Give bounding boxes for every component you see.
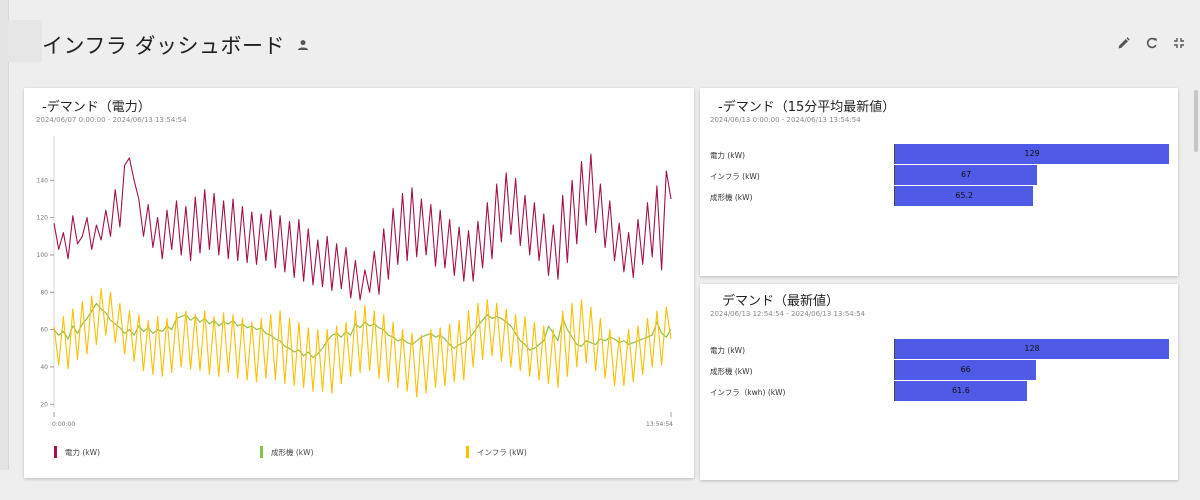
series-line-2[interactable] [53,288,672,398]
left-strip [0,0,9,470]
bar-label: 電力 (kW) [710,151,745,160]
bar-card-15min-title: -デマンド（15分平均最新値） [718,100,896,115]
person-icon[interactable] [297,39,309,51]
y-tick-label: 120 [37,215,49,222]
bar-value: 66 [960,365,971,374]
bar-fill [895,165,1038,185]
legend-swatch-infra [466,446,469,458]
legend-swatch-molding [260,446,263,458]
legend-label-power: 電力 (kW) [65,447,100,457]
y-tick-label: 60 [40,327,48,334]
legend-item-power[interactable]: 電力 (kW) [54,446,100,458]
bar-value: 67 [961,170,972,179]
bar-track: 128 [894,339,1171,359]
y-tick-label: 100 [37,252,49,259]
line-chart-range: 2024/06/07 0:00:00 - 2024/06/13 13:54:54 [36,116,187,124]
bar-value: 65.2 [955,191,974,200]
bar-track: 61.6 [894,381,1171,401]
bar-card-15min: -デマンド（15分平均最新値） 2024/06/13 0:00:00 - 202… [700,88,1178,276]
bar-track: 67 [894,165,1171,185]
pencil-icon [1118,36,1130,48]
dashboard-header: インフラ ダッシュボード [42,28,309,62]
bar-row: 成形機 (kW) 65.2 [700,186,1178,208]
bar-label: 電力 (kW) [710,346,745,355]
y-tick-label: 140 [37,177,49,184]
bar-label: インフラ (kW) [710,172,760,181]
exit-fullscreen-button[interactable] [1172,36,1186,50]
bar-card-latest-title: デマンド（最新値） [722,294,840,309]
x-tick-label: 13:54:54 [646,421,673,428]
bar-fill [895,144,1169,164]
bar-label: 成形機 (kW) [710,193,753,202]
series-line-0[interactable] [53,153,672,301]
title-box [8,20,42,62]
page-title: インフラ ダッシュボード [42,34,286,58]
bar-card-latest: デマンド（最新値） 2024/06/13 12:54:54 - 2024/06/… [700,284,1178,480]
line-chart-card: -デマンド（電力） 2024/06/07 0:00:00 - 2024/06/1… [24,88,694,478]
bar-fill [895,360,1037,380]
y-tick-label: 80 [40,289,48,296]
bar-track: 129 [894,144,1171,164]
refresh-button[interactable] [1144,36,1158,50]
bar-row: 成形機 (kW) 66 [700,360,1178,382]
bar-fill [895,381,1027,401]
legend-item-infra[interactable]: インフラ (kW) [466,446,527,458]
line-chart-title: -デマンド（電力） [42,100,151,115]
bar-fill [895,186,1034,206]
bar-label: インフラ（kwh) (kW) [710,388,786,397]
scrollbar[interactable] [1194,90,1198,152]
bar-value: 129 [1024,149,1040,158]
exit-fullscreen-icon [1174,38,1184,48]
legend-label-infra: インフラ (kW) [477,447,527,457]
bar-row: 電力 (kW) 129 [700,144,1178,166]
bar-value: 128 [1024,344,1040,353]
bar-track: 65.2 [894,186,1171,206]
bar-row: インフラ (kW) 67 [700,165,1178,187]
edit-button[interactable] [1116,36,1130,50]
toolbar [1116,36,1186,50]
refresh-icon [1146,37,1157,48]
y-tick-label: 40 [40,364,48,371]
legend-label-molding: 成形機 (kW) [271,447,314,457]
demand-line-chart: 20 40 60 80 100 120 140 0:00:00 13:54:54 [37,136,673,428]
legend-swatch-power [54,446,57,458]
bar-value: 61.6 [952,386,970,395]
bar-track: 66 [894,360,1171,380]
bar-fill [895,339,1169,359]
x-tick-label: 0:00:00 [52,421,75,428]
bar-card-latest-range: 2024/06/13 12:54:54 - 2024/06/13 13:54:5… [710,310,865,318]
bar-row: 電力 (kW) 128 [700,339,1178,361]
bar-card-15min-range: 2024/06/13 0:00:00 - 2024/06/13 13:54:54 [710,116,861,124]
bar-label: 成形機 (kW) [710,367,753,376]
y-tick-label: 20 [40,401,48,408]
bar-row: インフラ（kwh) (kW) 61.6 [700,381,1178,403]
chart-legend: 電力 (kW) 成形機 (kW) インフラ (kW) [54,446,694,460]
legend-item-molding[interactable]: 成形機 (kW) [260,446,314,458]
